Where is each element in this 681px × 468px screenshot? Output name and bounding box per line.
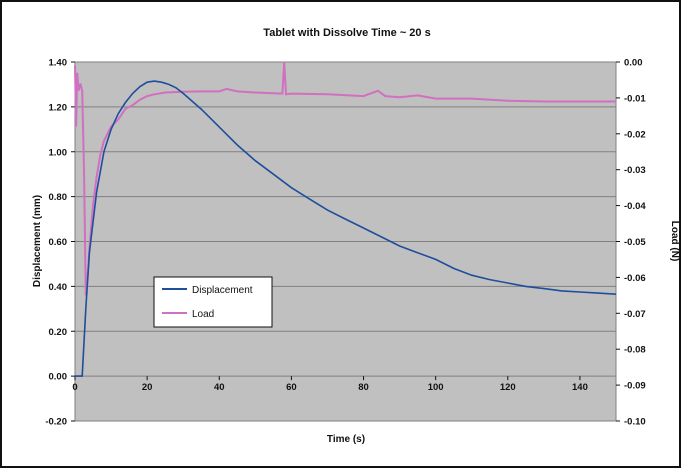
left-axis-ticks: -0.20 0.00 0.20 0.40 0.60 0.80 1.00 1.20 1.40 [45, 58, 75, 428]
y-left-tick-label: 1.20 [49, 102, 68, 113]
y-left-tick-label: 0.60 [49, 237, 68, 248]
y-right-tick-label: -0.08 [624, 345, 646, 356]
y-left-tick-label: 1.00 [49, 147, 68, 158]
x-tick-label: 20 [142, 382, 153, 393]
x-tick-label: 0 [72, 382, 77, 393]
y-axis-title-left: Displacement (mm) [32, 195, 43, 287]
y-left-tick-label: 0.40 [49, 282, 68, 293]
right-axis-ticks: 0.00 -0.01 -0.02 -0.03 -0.04 -0.05 -0.06 -0.07 -… [616, 58, 646, 428]
y-right-tick-label: -0.02 [624, 129, 646, 140]
y-right-tick-label: -0.09 [624, 381, 646, 392]
x-axis-title: Time (s) [327, 434, 365, 445]
series-line-displacement [75, 80, 617, 377]
x-tick-label: 80 [358, 382, 369, 393]
grid-lines [75, 61, 616, 422]
x-tick-label: 100 [428, 382, 444, 393]
x-axis-ticks: 0 20 40 60 80 100 120 140 [72, 376, 588, 393]
y-right-tick-label: -0.03 [624, 165, 646, 176]
y-left-tick-label: 0.20 [49, 327, 68, 338]
legend: Displacement Load [153, 276, 273, 328]
x-tick-label: 120 [500, 382, 516, 393]
x-tick-label: 140 [572, 382, 588, 393]
legend-label-displacement: Displacement [192, 285, 253, 296]
legend-label-load: Load [192, 309, 214, 320]
y-right-tick-label: -0.04 [624, 201, 646, 212]
legend-box [153, 276, 273, 328]
y-right-tick-label: -0.06 [624, 273, 646, 284]
y-right-tick-label: -0.05 [624, 237, 646, 248]
chart-title: Tablet with Dissolve Time ~ 20 s [263, 27, 430, 39]
y-right-tick-label: -0.01 [624, 93, 646, 104]
y-left-tick-label: 0.80 [49, 192, 68, 203]
y-right-tick-label: 0.00 [624, 58, 643, 69]
y-right-tick-label: -0.07 [624, 309, 646, 320]
y-left-tick-label: 1.40 [49, 58, 68, 69]
x-tick-label: 60 [286, 382, 297, 393]
y-left-tick-label: 0.00 [49, 372, 68, 383]
y-left-tick-label: -0.20 [45, 417, 67, 428]
y-axis-title-right: Load (N) [669, 221, 679, 262]
x-tick-label: 40 [214, 382, 225, 393]
y-right-tick-label: -0.10 [624, 417, 646, 428]
